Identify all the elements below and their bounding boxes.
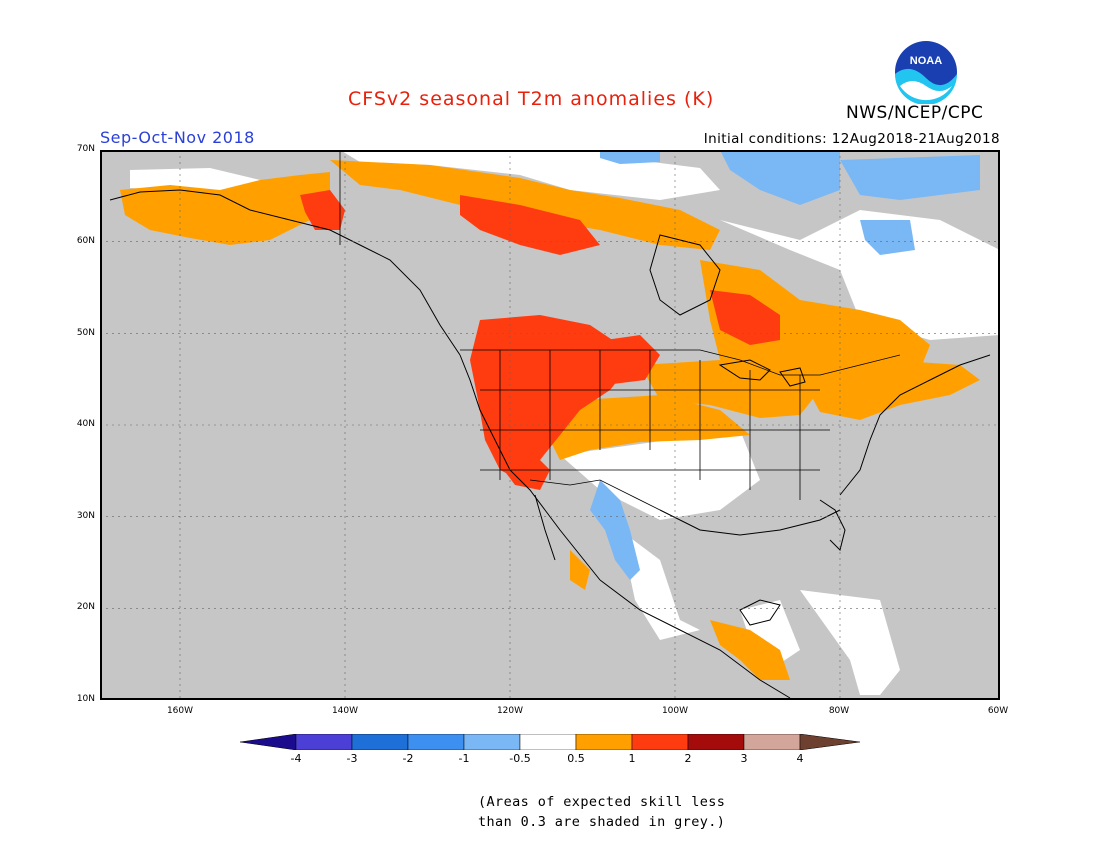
colorbar-cell-1-2 — [631, 733, 689, 751]
blue-sw-us-mexico — [590, 480, 640, 580]
colorbar-tick-05: 0.5 — [567, 752, 585, 765]
lat-label-30n: 30N — [76, 511, 95, 521]
coast-alaska — [109, 189, 461, 356]
lat-label-50n: 50N — [76, 328, 95, 338]
coastlines — [109, 189, 991, 699]
coast-great-lakes — [718, 359, 806, 387]
skill-note: (Areas of expected skill less than 0.3 a… — [478, 792, 725, 832]
red-rockies-east — [570, 335, 660, 385]
coast-east-us — [839, 354, 991, 496]
colorbar-tick-minus1: -1 — [458, 752, 470, 765]
neutral-caribbean — [740, 600, 800, 670]
noaa-logo: NOAA — [894, 40, 958, 105]
orange-great-lakes — [640, 360, 820, 418]
initial-conditions-label: Initial conditions: 12Aug2018-21Aug2018 — [703, 131, 1000, 147]
colorbar-tick-minus3: -3 — [346, 752, 358, 765]
cool-blue-regions — [590, 150, 980, 580]
colorbar-cell-minus4-minus3 — [295, 733, 353, 751]
orange-mexico-coast — [570, 550, 590, 590]
graticule — [100, 150, 1000, 700]
neutral-usa-southwest — [560, 430, 760, 520]
skill-note-line-1: (Areas of expected skill less — [478, 794, 726, 810]
colorbar-cell-below-minus4 — [239, 733, 297, 751]
lat-label-40n: 40N — [76, 419, 95, 429]
colorbar-svg — [239, 733, 861, 751]
colorbar-cell-05-1 — [575, 733, 633, 751]
orange-central-canada — [700, 260, 930, 390]
map-title: CFSv2 seasonal T2m anomalies (K) — [348, 88, 715, 110]
colorbar-cell-2-3 — [687, 733, 745, 751]
colorbar-tick-minus4: -4 — [290, 752, 302, 765]
colorbar-cell-minus1-minus05 — [463, 733, 521, 751]
blue-arctic-islands — [600, 150, 660, 164]
noaa-logo-icon: NOAA — [895, 41, 957, 105]
colorbar-cell-above-4 — [799, 733, 861, 751]
colorbar-cell-minus2-minus1 — [407, 733, 465, 751]
colorbar — [239, 733, 861, 751]
neutral-east-coast — [800, 590, 900, 695]
lon-label-80w: 80W — [828, 706, 850, 716]
coast-hudson-bay — [649, 234, 721, 316]
red-hudson-bay — [710, 290, 780, 345]
border-us-canada — [460, 349, 901, 376]
colorbar-cell-minus3-minus2 — [351, 733, 409, 751]
orange-northeast-us — [800, 360, 980, 420]
colorbar-tick-4: 4 — [796, 752, 804, 765]
agency-label: NWS/NCEP/CPC — [846, 103, 984, 123]
lon-label-140w: 140W — [331, 706, 359, 716]
coast-pacific-us — [459, 354, 601, 581]
orange-central-america — [710, 620, 790, 680]
border-state-lines — [480, 350, 830, 500]
lat-label-10n: 10N — [76, 694, 95, 704]
neutral-mexico — [620, 530, 700, 640]
colorbar-tick-1: 1 — [628, 752, 636, 765]
coast-florida — [819, 499, 846, 551]
coast-gulf — [659, 509, 841, 536]
lon-label-160w: 160W — [166, 706, 194, 716]
lon-label-120w: 120W — [496, 706, 524, 716]
noaa-logo-text: NOAA — [910, 55, 942, 67]
colorbar-tick-minus2: -2 — [402, 752, 414, 765]
season-label: Sep-Oct-Nov 2018 — [100, 128, 255, 147]
colorbar-cell-3-4 — [743, 733, 801, 751]
red-alaska-east — [300, 190, 345, 230]
colorbar-tick-3: 3 — [740, 752, 748, 765]
red-california — [500, 440, 550, 490]
coast-mexico-pacific — [599, 579, 791, 699]
skill-note-line-2: than 0.3 are shaded in grey.) — [478, 814, 726, 830]
blue-labrador — [860, 220, 915, 255]
lat-label-20n: 20N — [76, 602, 95, 612]
blue-baffin — [720, 150, 840, 205]
border-us-mexico — [529, 479, 661, 511]
political-borders — [339, 150, 901, 511]
map-frame — [100, 150, 1000, 700]
colorbar-tick-minus05: -0.5 — [509, 752, 531, 765]
orange-yukon — [330, 160, 720, 250]
lon-label-100w: 100W — [661, 706, 689, 716]
coast-yucatan — [739, 599, 781, 626]
colorbar-tick-2: 2 — [684, 752, 692, 765]
anomaly-map-svg — [100, 150, 1000, 700]
neutral-regions — [130, 150, 1000, 695]
coast-baja — [534, 494, 556, 561]
lat-label-60n: 60N — [76, 236, 95, 246]
anomaly-map — [100, 150, 1000, 700]
lon-label-60w: 60W — [987, 706, 1009, 716]
red-central-canada-north — [460, 195, 600, 255]
lat-label-70n: 70N — [76, 144, 95, 154]
colorbar-cell-neutral — [519, 733, 577, 751]
blue-greenland-west — [840, 155, 980, 200]
neutral-northeast-canada — [720, 210, 1000, 340]
